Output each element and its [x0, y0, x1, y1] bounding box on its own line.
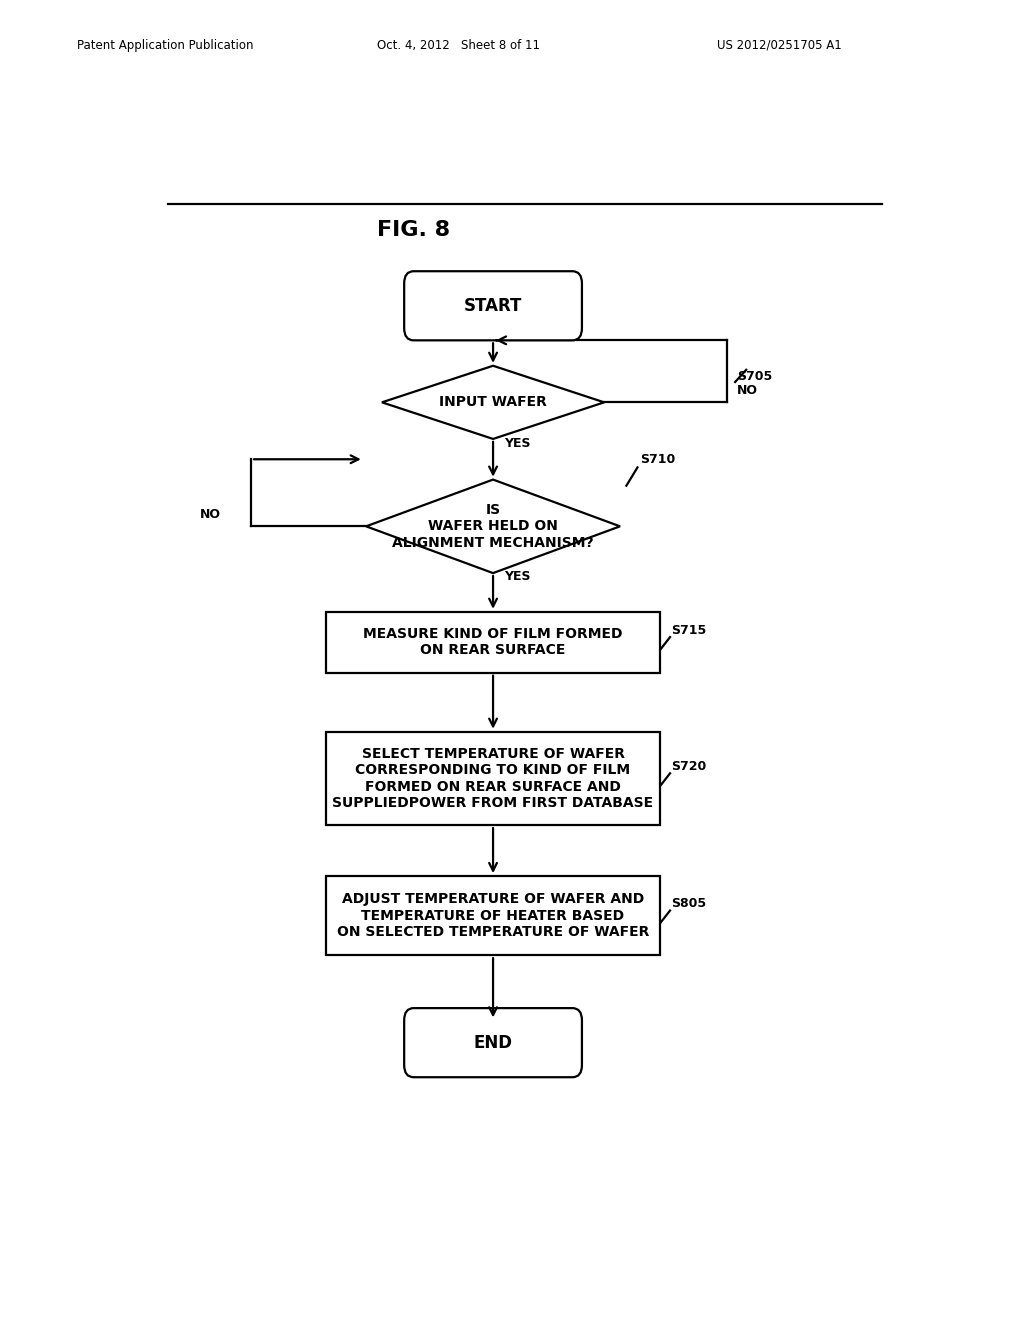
Text: Patent Application Publication: Patent Application Publication — [77, 38, 253, 51]
Polygon shape — [367, 479, 620, 573]
Text: ADJUST TEMPERATURE OF WAFER AND
TEMPERATURE OF HEATER BASED
ON SELECTED TEMPERAT: ADJUST TEMPERATURE OF WAFER AND TEMPERAT… — [337, 892, 649, 939]
Text: S805: S805 — [672, 898, 707, 911]
Polygon shape — [382, 366, 604, 440]
FancyBboxPatch shape — [404, 271, 582, 341]
Text: S715: S715 — [672, 624, 707, 638]
Text: NO: NO — [736, 384, 758, 397]
Bar — [327, 611, 659, 673]
Text: S710: S710 — [640, 453, 675, 466]
Text: IS
WAFER HELD ON
ALIGNMENT MECHANISM?: IS WAFER HELD ON ALIGNMENT MECHANISM? — [392, 503, 594, 549]
Text: END: END — [473, 1034, 513, 1052]
Text: INPUT WAFER: INPUT WAFER — [439, 395, 547, 409]
Text: S720: S720 — [672, 760, 707, 774]
Bar — [327, 876, 659, 956]
Text: NO: NO — [200, 508, 220, 521]
Text: MEASURE KIND OF FILM FORMED
ON REAR SURFACE: MEASURE KIND OF FILM FORMED ON REAR SURF… — [364, 627, 623, 657]
Bar — [327, 731, 659, 825]
Text: FIG. 8: FIG. 8 — [377, 219, 451, 239]
Text: S705: S705 — [736, 370, 772, 383]
Text: US 2012/0251705 A1: US 2012/0251705 A1 — [717, 38, 842, 51]
Text: SELECT TEMPERATURE OF WAFER
CORRESPONDING TO KIND OF FILM
FORMED ON REAR SURFACE: SELECT TEMPERATURE OF WAFER CORRESPONDIN… — [333, 747, 653, 809]
Text: START: START — [464, 297, 522, 314]
Text: Oct. 4, 2012   Sheet 8 of 11: Oct. 4, 2012 Sheet 8 of 11 — [377, 38, 540, 51]
FancyBboxPatch shape — [404, 1008, 582, 1077]
Text: YES: YES — [504, 437, 530, 450]
Text: YES: YES — [504, 570, 530, 583]
